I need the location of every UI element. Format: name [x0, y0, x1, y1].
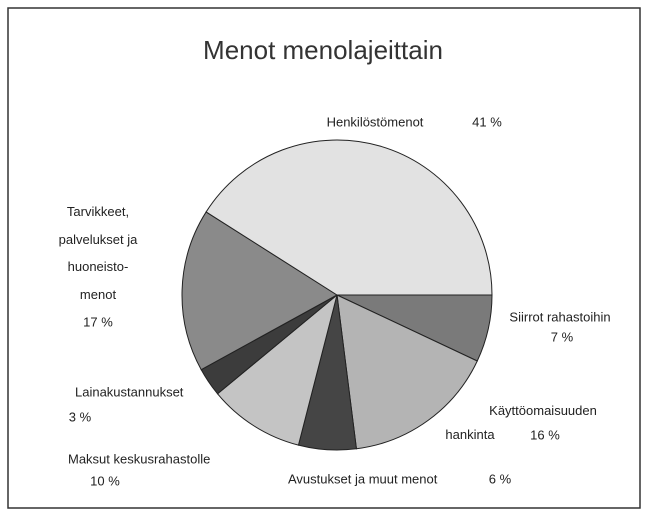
value-label: 3 %: [69, 409, 92, 424]
value-label: 10 %: [90, 473, 120, 488]
slice-label: Käyttöomaisuuden hankinta: [445, 403, 596, 442]
chart-title: Menot menolajeittain: [203, 35, 443, 65]
value-label: 17 %: [83, 314, 113, 329]
slice-label: Maksut keskusrahastolle: [68, 451, 210, 466]
slice-label: Siirrot rahastoihin: [509, 309, 610, 324]
pie-slice: [205, 139, 493, 296]
pie-slice: [181, 211, 338, 371]
pie-slice: [336, 294, 478, 450]
value-label: 16 %: [530, 427, 560, 442]
pie-slice: [216, 293, 338, 446]
value-label: 6 %: [489, 471, 512, 486]
slice-label: Henkilöstömenot: [327, 114, 424, 129]
value-label: 41 %: [472, 114, 502, 129]
slice-label: Avustukset ja muut menot: [288, 471, 438, 486]
slice-label: Lainakustannukset: [75, 384, 184, 399]
value-label: 7 %: [551, 329, 574, 344]
slice-label: Tarvikkeet, palvelukset ja huoneisto-menot: [59, 204, 139, 302]
